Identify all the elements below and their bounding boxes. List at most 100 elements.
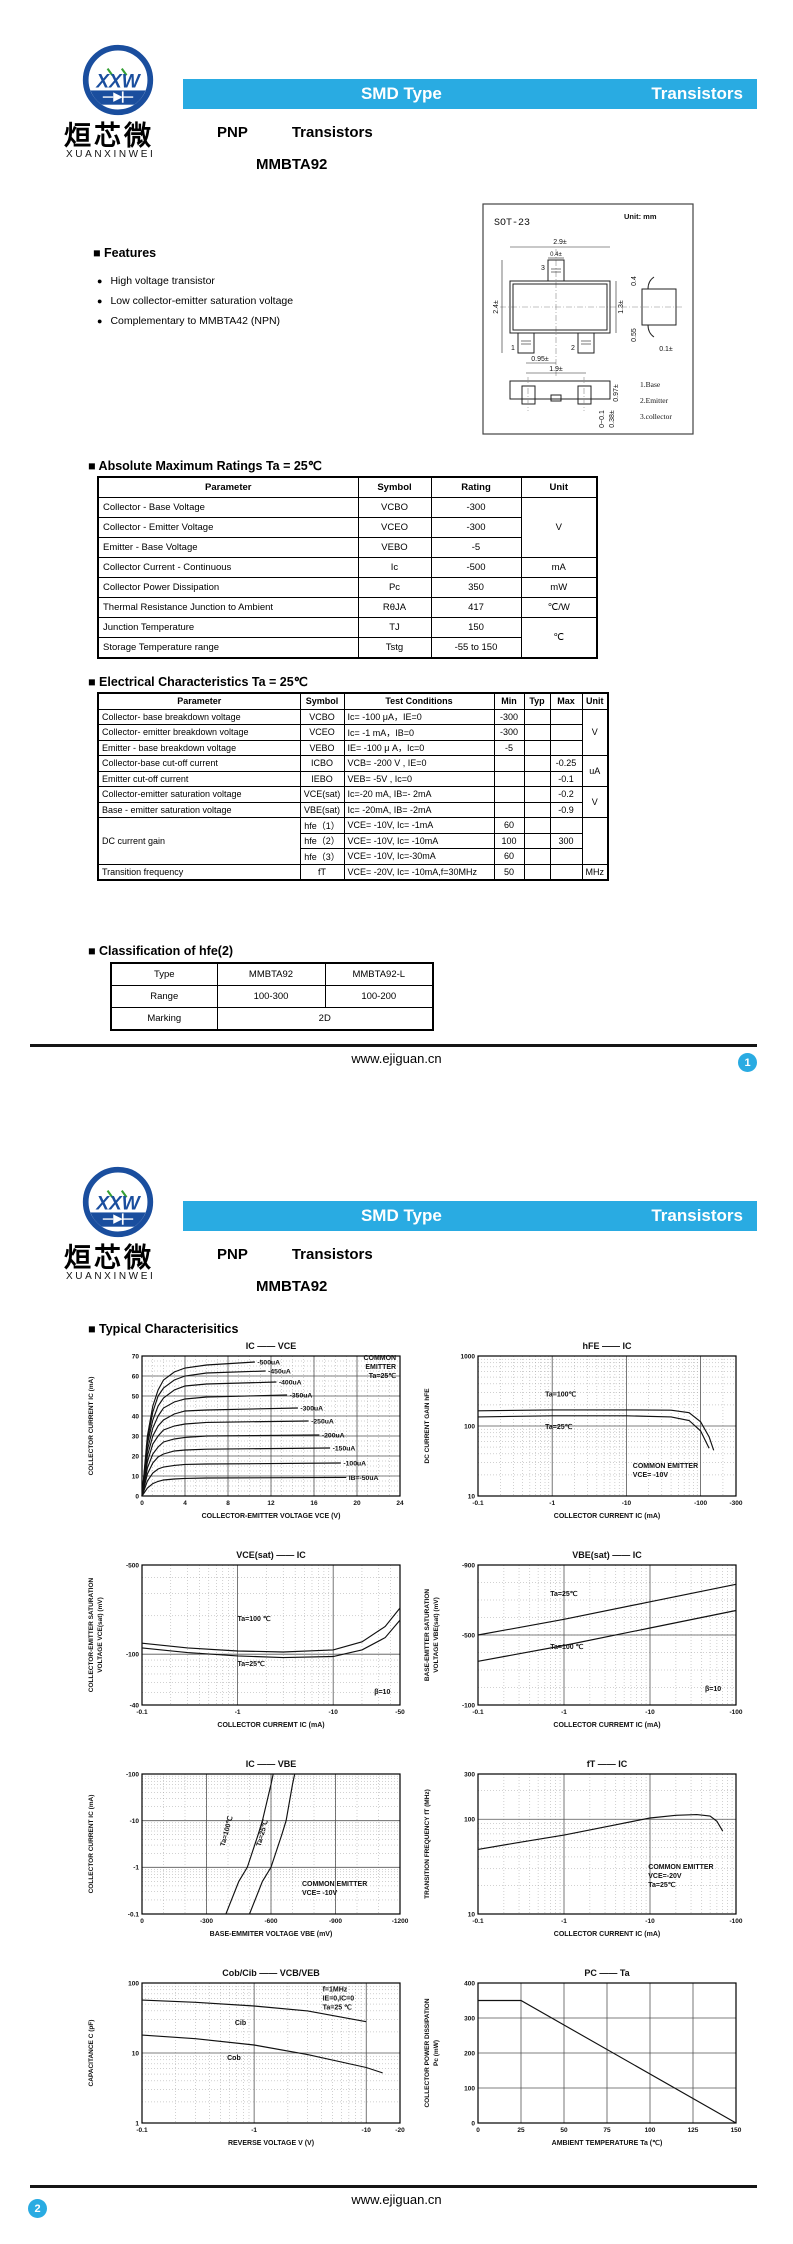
chart-title: IC —— VCE [246, 1341, 297, 1351]
brand-cn-name: 烜芯微 [64, 121, 154, 151]
symbol-cell: VCE(sat) [299, 786, 345, 803]
svg-text:50: 50 [132, 1393, 140, 1400]
table-row: Junction Temperature TJ 150 ℃ [97, 617, 598, 659]
svg-text:-1200: -1200 [392, 1918, 409, 1925]
unit-cell: ℃/W [520, 597, 598, 618]
table-row: hfe（3） VCE= -10V, Ic=-30mA 60 [98, 848, 608, 865]
svg-text:200: 200 [464, 2050, 475, 2057]
chart-annotation: COMMON EMITTER [648, 1864, 713, 1871]
svg-text:1000: 1000 [461, 1353, 476, 1360]
chart-annotation: Cib [235, 2020, 246, 2027]
dim-front-gap: 0~0.1 [599, 410, 606, 428]
svg-text:-900: -900 [462, 1562, 475, 1569]
logo-green-accent-icon [120, 67, 128, 76]
chart-title: Cob/Cib —— VCB/VEB [222, 1968, 320, 1978]
typ-cell [523, 801, 551, 818]
chart-annotation: Ta=25℃ [255, 1819, 270, 1848]
max-cell: -0.25 [549, 755, 583, 772]
chart-annotation: COMMON [363, 1355, 396, 1362]
max-cell [549, 724, 583, 741]
min-cell [493, 770, 525, 787]
brand-en-name: XUANXINWEI [66, 1271, 156, 1282]
svg-text:0: 0 [140, 1918, 144, 1925]
svg-text:-300: -300 [729, 1500, 742, 1507]
chart-svg: -0.1 -1 -10 -100 -300 10 100 1000 Ta=100℃ Ta=25℃ C… [424, 1341, 743, 1520]
symbol-cell: Pc [357, 577, 432, 598]
svg-text:-0.1: -0.1 [128, 1911, 140, 1918]
table-row: Storage Temperature range Tstg -55 to 150 [97, 637, 597, 659]
svg-text:-0.1: -0.1 [472, 1500, 484, 1507]
symbol-cell: VBE(sat) [299, 801, 345, 818]
row-header: Range [110, 985, 218, 1008]
svg-text:-600: -600 [264, 1918, 277, 1925]
typ-cell [523, 724, 551, 741]
svg-text:-100: -100 [126, 1771, 139, 1778]
feature-item: ● Complementary to MMBTA42 (NPN) [97, 315, 280, 327]
subtitle: PNP Transistors [217, 1246, 373, 1263]
chart-annotation: Ta=100℃ [545, 1391, 576, 1399]
svg-text:10: 10 [132, 2050, 140, 2057]
chart-annotation: VCE= -10V [302, 1890, 338, 1897]
chart-annotation: f=1MHz [323, 1986, 348, 1993]
parameter-cell: Junction Temperature [97, 617, 359, 638]
conditions-cell: Ic= -1 mA，IB=0 [343, 724, 495, 741]
table-row: Collector - Base Voltage VCBO -300 V [97, 497, 598, 558]
part-number: MMBTA92 [256, 1278, 328, 1295]
table-row: Collector-emitter saturation voltage VCE(… [97, 786, 609, 818]
unit-cell: mA [520, 557, 598, 578]
series-line [477, 1583, 737, 1636]
dim-side-top: 0.4 [631, 276, 638, 286]
column-header: Unit [520, 476, 598, 498]
series-label: -250uA [311, 1419, 334, 1426]
row-header: Marking [110, 1007, 218, 1031]
conditions-cell: Ic= -100 μA，IE=0 [343, 708, 495, 725]
series-line [248, 1773, 296, 1915]
chart-annotation: Ta=25℃ [369, 1372, 397, 1380]
table-row: Type MMBTA92 MMBTA92-L [110, 962, 434, 986]
svg-text:-300: -300 [200, 1918, 213, 1925]
value-cell: 100-200 [324, 985, 434, 1008]
series-label: -500uA [257, 1360, 280, 1367]
parameter-cell: Collector - Emitter Voltage [97, 517, 359, 538]
svg-text:20: 20 [132, 1453, 140, 1460]
value-cell: MMBTA92 [216, 962, 326, 986]
column-header: Unit [581, 692, 609, 710]
svg-text:60: 60 [132, 1373, 140, 1380]
conditions-cell: VCB= -200 V , IE=0 [343, 755, 495, 772]
conditions-cell: VCE= -10V, Ic= -1mA [343, 817, 495, 834]
chart-svg: 0 25 50 75 100 125 150 0 100 200 300 400 PC —— Ta AMB… [424, 1968, 742, 2147]
y-axis-label: CAPACITANCE C (pF) [88, 2020, 95, 2087]
svg-text:-500: -500 [462, 1632, 475, 1639]
unit-cell: uA [581, 755, 609, 787]
y-axis-label: COLLECTOR-EMITTER SATURATION [88, 1577, 95, 1692]
plot-border [141, 1982, 401, 2124]
svg-text:-500: -500 [126, 1562, 139, 1569]
svg-text:-100: -100 [694, 1500, 707, 1507]
parameter-cell: Collector-base cut-off current [97, 755, 301, 772]
chart-annotation: VCE=-20V [648, 1873, 682, 1880]
page-number-badge: 1 [738, 1053, 757, 1072]
package-side-view: 0.4 0.55 0.1± [631, 276, 677, 353]
unit-cell: V [520, 497, 598, 558]
row-header: Type [110, 962, 218, 986]
typ-cell [523, 755, 551, 772]
svg-text:0: 0 [135, 1493, 139, 1500]
chart-annotation: β=10 [374, 1689, 390, 1696]
footer-url: www.ejiguan.cn [351, 1051, 442, 1066]
banner-transistors: Transistors [651, 1206, 743, 1225]
rating-cell: 150 [430, 617, 522, 638]
svg-text:-40: -40 [130, 1702, 140, 1709]
chart-annotation: Ta=100 ℃ [237, 1615, 270, 1623]
min-cell [493, 755, 525, 772]
svg-text:70: 70 [132, 1353, 140, 1360]
svg-text:150: 150 [731, 2127, 742, 2134]
svg-text:12: 12 [267, 1500, 275, 1507]
y-axis-label: BASE-EMITTER SATURATION [424, 1589, 431, 1682]
logo-letters: XXW [95, 72, 141, 93]
chart-grid [141, 1564, 401, 1706]
logo-green-accent-icon [106, 67, 114, 76]
svg-text:-100: -100 [126, 1652, 139, 1659]
dim-body-width: 2.9± [553, 239, 567, 246]
table-row: Base - emitter saturation voltage VBE(sat… [97, 801, 608, 818]
typ-cell [523, 786, 551, 803]
